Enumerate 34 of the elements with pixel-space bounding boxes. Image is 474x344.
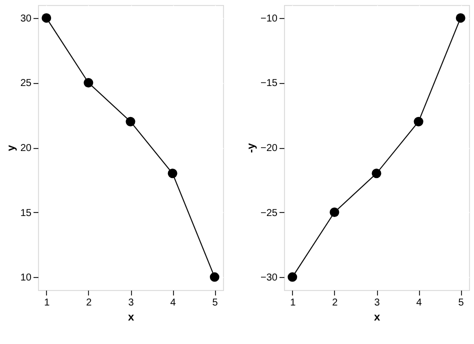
x-axis-title: x <box>128 312 135 324</box>
x-tick-label: 2 <box>332 298 338 308</box>
point <box>330 208 340 218</box>
y-tick-label: 10 <box>20 272 32 284</box>
point <box>288 272 298 282</box>
x-tick-label: 1 <box>44 298 50 308</box>
point <box>210 272 220 282</box>
point <box>42 13 52 23</box>
point <box>126 116 136 126</box>
y-axis-title: -y <box>246 142 258 153</box>
x-tick-label: 5 <box>458 298 464 308</box>
y-axis-title: y <box>5 144 18 152</box>
point <box>414 116 424 126</box>
y-tick-label: −30 <box>260 272 278 284</box>
point <box>456 13 466 23</box>
x-tick-label: 4 <box>170 298 176 308</box>
x-tick-label: 4 <box>416 298 422 308</box>
y-tick-label: −15 <box>260 78 278 90</box>
point <box>372 168 382 178</box>
x-tick-label: 5 <box>212 298 218 308</box>
y-tick-label: −25 <box>260 208 278 219</box>
point <box>84 78 94 88</box>
x-tick-label: 2 <box>86 298 92 308</box>
x-tick-label: 3 <box>128 298 134 308</box>
y-tick-label: 20 <box>20 143 32 154</box>
y-tick-label: 15 <box>20 208 32 219</box>
point <box>168 168 178 178</box>
y-tick-label: 30 <box>20 13 32 24</box>
y-tick-label: 25 <box>20 78 32 90</box>
x-axis-title: x <box>374 312 381 324</box>
x-tick-label: 3 <box>374 298 380 308</box>
y-tick-label: −20 <box>260 143 278 154</box>
x-tick-label: 1 <box>290 298 296 308</box>
y-tick-label: −10 <box>260 13 278 24</box>
